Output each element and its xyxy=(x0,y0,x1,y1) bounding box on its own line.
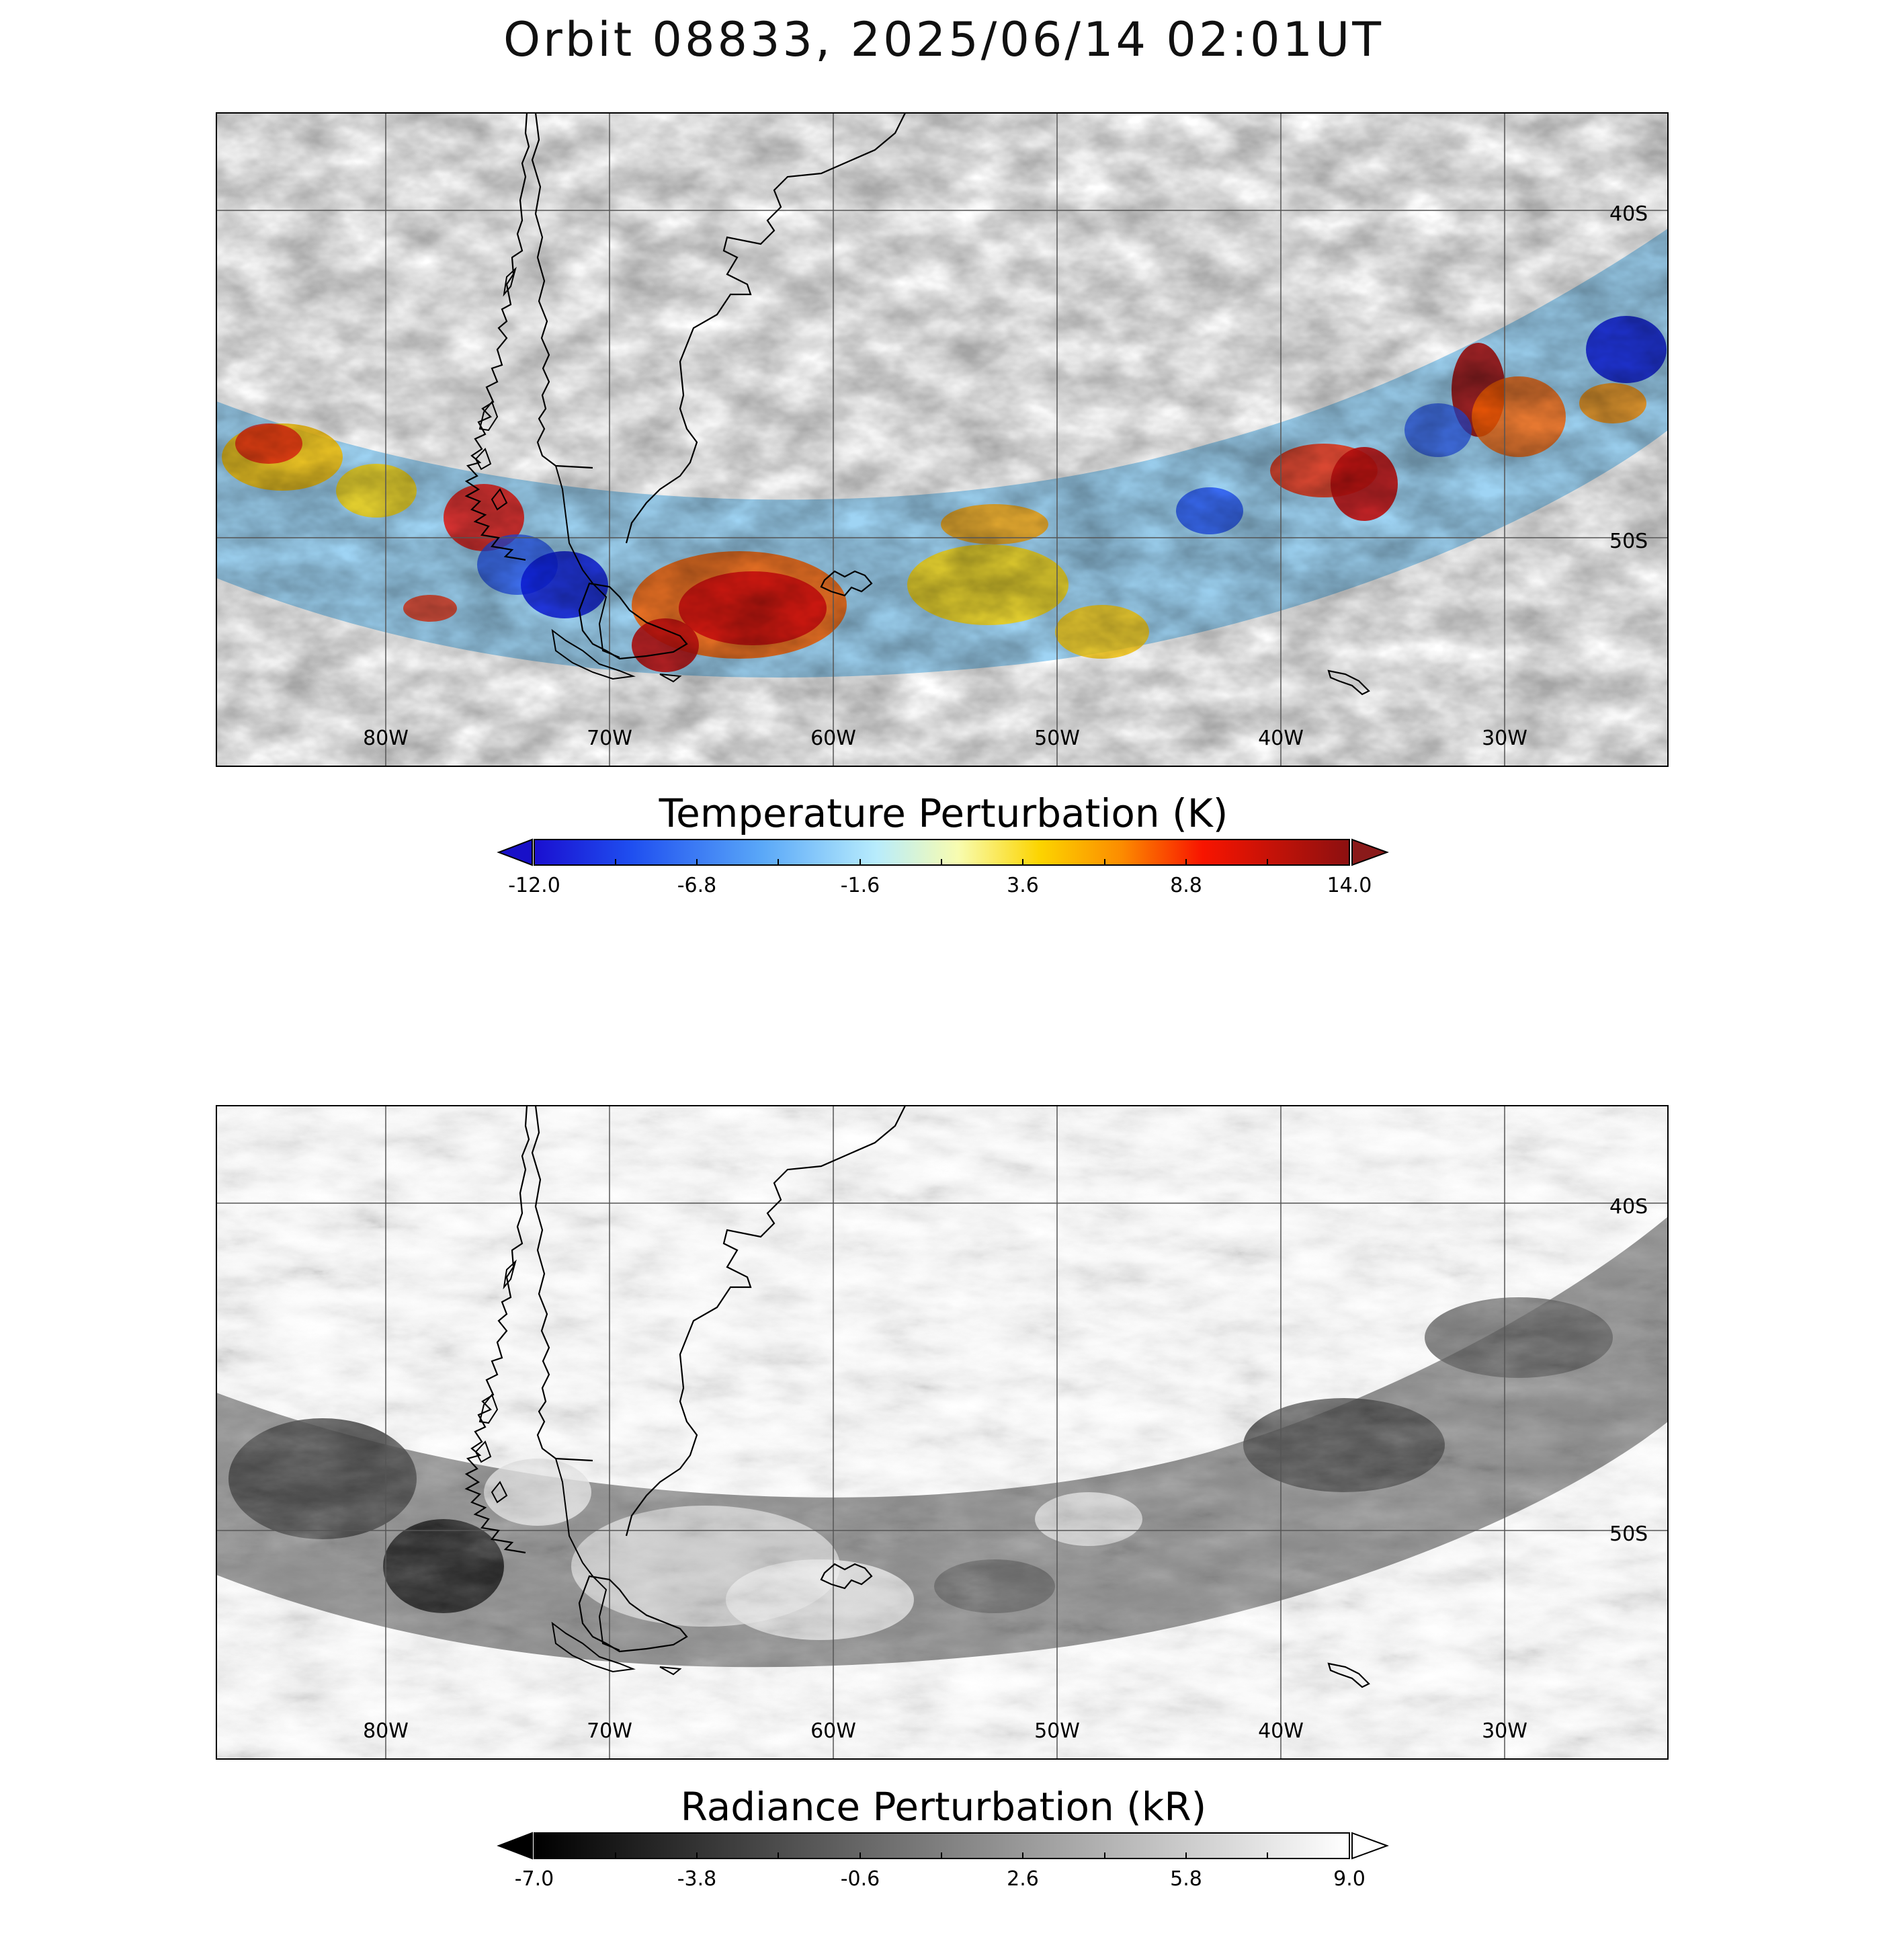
lon-label: 40W xyxy=(1258,727,1304,750)
temperature-gridlines xyxy=(216,113,1668,766)
lat-label: 40S xyxy=(1609,1195,1648,1219)
lon-label: 80W xyxy=(363,727,409,750)
colorbar-tick-label: -7.0 xyxy=(515,1867,554,1891)
colorbar-tick-label: 2.6 xyxy=(1007,1867,1039,1891)
colorbar-tick-label: 14.0 xyxy=(1327,874,1372,897)
colorbar-tick-label: 5.8 xyxy=(1170,1867,1202,1891)
colorbar-low-arrow xyxy=(497,1832,533,1860)
colorbar-tick-label: -1.6 xyxy=(841,874,880,897)
temperature-colorbar: Temperature Perturbation (K) -12.0 -6.8 … xyxy=(497,790,1389,897)
lat-label: 40S xyxy=(1609,202,1648,226)
lon-label: 60W xyxy=(810,727,856,750)
lon-label: 60W xyxy=(810,1719,856,1743)
colorbar-low-arrow xyxy=(497,838,533,866)
radiance-lon-labels: 80W 70W 60W 50W 40W 30W xyxy=(363,1719,1527,1743)
lon-label: 70W xyxy=(587,1719,632,1743)
lon-label: 50W xyxy=(1034,1719,1080,1743)
colorbar-tick-label: 3.6 xyxy=(1007,874,1039,897)
temperature-map: 80W 70W 60W 50W 40W 30W 40S 50S xyxy=(216,112,1669,767)
radiance-colorbar: Radiance Perturbation (kR) -7.0 -3.8 -0.… xyxy=(497,1784,1389,1891)
lat-label: 50S xyxy=(1609,1522,1648,1546)
lon-label: 50W xyxy=(1034,727,1080,750)
lon-label: 30W xyxy=(1482,1719,1527,1743)
page-title: Orbit 08833, 2025/06/14 02:01UT xyxy=(503,12,1384,67)
colorbar-tick-label: -0.6 xyxy=(841,1867,880,1891)
colorbar-tick-label: -6.8 xyxy=(677,874,717,897)
lat-label: 50S xyxy=(1609,530,1648,553)
temperature-lat-labels: 40S 50S xyxy=(1609,202,1648,553)
radiance-gridlines xyxy=(216,1106,1668,1759)
lon-label: 70W xyxy=(587,727,632,750)
temperature-lon-labels: 80W 70W 60W 50W 40W 30W xyxy=(363,727,1527,750)
radiance-lat-labels: 40S 50S xyxy=(1609,1195,1648,1546)
colorbar-tick-label: -3.8 xyxy=(677,1867,717,1891)
lon-label: 80W xyxy=(363,1719,409,1743)
colorbar-tick-label: 9.0 xyxy=(1333,1867,1366,1891)
colorbar-high-arrow xyxy=(1351,838,1389,866)
colorbar-tick-label: 8.8 xyxy=(1170,874,1202,897)
lon-label: 30W xyxy=(1482,727,1527,750)
colorbar-title: Radiance Perturbation (kR) xyxy=(681,1784,1207,1830)
radiance-map: 80W 70W 60W 50W 40W 30W 40S 50S xyxy=(216,1105,1669,1760)
colorbar-tick-label: -12.0 xyxy=(508,874,560,897)
lon-label: 40W xyxy=(1258,1719,1304,1743)
colorbar-high-arrow xyxy=(1351,1832,1389,1860)
colorbar-title: Temperature Perturbation (K) xyxy=(659,790,1228,836)
